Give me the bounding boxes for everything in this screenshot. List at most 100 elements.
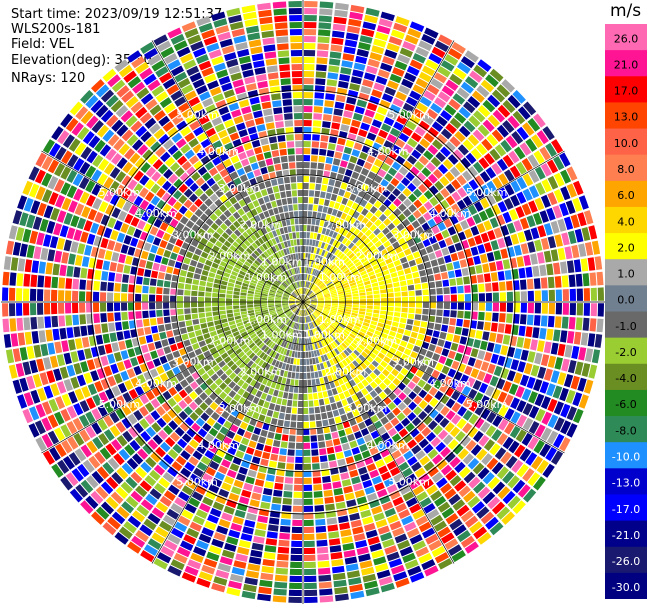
gate-cell [240, 331, 248, 337]
gate-cell [305, 274, 308, 281]
gate-cell [573, 180, 584, 196]
gate-cell [310, 225, 315, 232]
gate-cell [456, 174, 467, 186]
gate-cell [372, 348, 380, 356]
gate-cell [482, 263, 490, 273]
gate-cell [393, 337, 401, 345]
gate-cell [152, 358, 162, 367]
gate-cell [335, 269, 341, 275]
gate-cell [479, 421, 491, 433]
gate-cell [415, 302, 423, 308]
gate-cell [343, 146, 353, 155]
gate-cell [188, 456, 199, 466]
gate-cell [224, 475, 235, 485]
gate-cell [329, 424, 337, 432]
gate-cell [213, 283, 220, 289]
gate-cell [291, 533, 303, 540]
gate-cell [326, 446, 335, 454]
gate-cell [92, 436, 104, 450]
gate-cell [573, 259, 582, 273]
gate-cell [121, 311, 128, 321]
gate-cell [301, 338, 303, 345]
gate-cell [240, 295, 247, 299]
gate-cell [284, 477, 294, 484]
gate-cell [173, 393, 183, 403]
gate-cell [332, 187, 340, 195]
gate-cell [499, 292, 506, 302]
gate-cell [566, 260, 575, 273]
gate-cell [272, 595, 287, 603]
gate-cell [120, 481, 133, 494]
gate-cell [259, 333, 266, 340]
gate-cell [491, 129, 504, 142]
gate-cell [367, 58, 380, 68]
gate-cell [331, 122, 341, 130]
gate-cell [156, 247, 165, 256]
gate-cell [313, 491, 323, 498]
gate-cell [292, 307, 297, 312]
gate-cell [388, 249, 397, 257]
gate-cell [191, 491, 204, 502]
gate-cell [387, 311, 394, 316]
gate-cell [53, 368, 63, 381]
gate-cell [445, 398, 456, 409]
gate-cell [284, 318, 290, 324]
gate-cell [429, 408, 439, 419]
gate-cell [401, 307, 408, 313]
gate-cell [229, 399, 238, 408]
gate-cell [226, 248, 234, 256]
gate-cell [163, 295, 170, 302]
gate-cell [306, 337, 310, 344]
gate-cell [537, 252, 545, 264]
gate-cell [486, 180, 497, 193]
gate-cell [433, 214, 443, 224]
gate-cell [392, 218, 401, 227]
gate-cell [423, 261, 432, 269]
gate-cell [487, 363, 496, 374]
gate-cell [537, 340, 545, 352]
gate-cell [303, 484, 313, 491]
gate-cell [454, 269, 462, 278]
gate-cell [271, 359, 277, 366]
gate-cell [391, 161, 402, 171]
gate-cell [571, 345, 580, 360]
gate-cell [363, 193, 372, 202]
gate-cell [185, 320, 193, 327]
gate-cell [135, 466, 148, 479]
gate-cell [380, 360, 388, 368]
gate-cell [319, 595, 334, 603]
gate-cell [268, 402, 276, 411]
gate-cell [412, 53, 426, 64]
gate-cell [185, 375, 195, 384]
gate-cell [269, 311, 276, 315]
gate-cell [444, 141, 456, 153]
gate-cell [396, 223, 405, 232]
gate-cell [312, 268, 316, 275]
gate-cell [331, 293, 338, 296]
gate-cell [323, 310, 330, 314]
gate-cell [351, 149, 361, 158]
gate-cell [74, 203, 85, 216]
gate-cell [342, 266, 349, 273]
gate-cell [364, 229, 372, 237]
gate-cell [402, 335, 410, 342]
gate-cell [345, 304, 352, 307]
gate-cell [99, 447, 112, 460]
gate-cell [267, 524, 279, 532]
gate-cell [389, 127, 401, 138]
gate-cell [170, 295, 177, 302]
gate-cell [325, 252, 331, 259]
gate-cell [303, 344, 306, 351]
gate-cell [436, 302, 443, 309]
gate-cell [565, 389, 576, 404]
gate-cell [451, 41, 466, 54]
gate-cell [317, 36, 330, 44]
gate-cell [316, 248, 321, 255]
gate-cell [344, 289, 351, 293]
gate-cell [511, 131, 524, 145]
gate-cell [380, 348, 388, 355]
gate-cell [418, 400, 428, 410]
gate-cell [324, 397, 330, 405]
gate-cell [309, 407, 315, 414]
gate-cell [261, 344, 267, 351]
